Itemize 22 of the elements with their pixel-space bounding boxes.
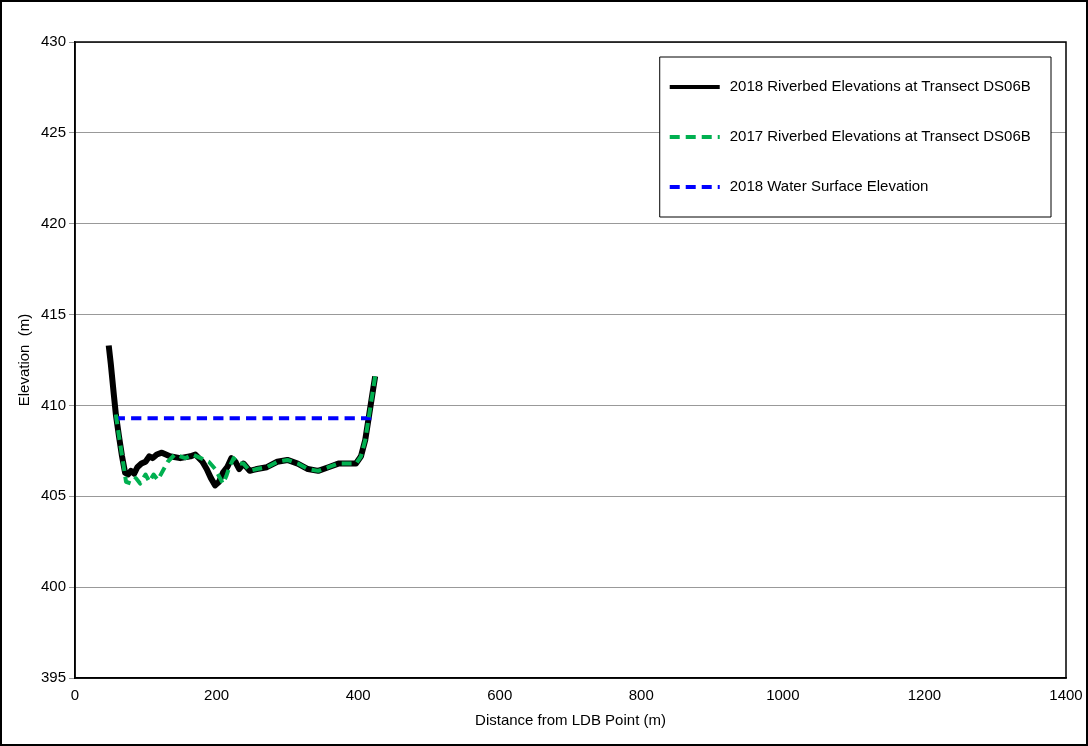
y-tick-label: 425 xyxy=(41,123,67,140)
y-tick-label: 415 xyxy=(41,304,67,322)
legend-label: 2018 Riverbed Elevations at Transect DS06B xyxy=(729,77,1031,95)
y-tick-label: 410 xyxy=(41,395,67,413)
y-tick-label: 400 xyxy=(41,577,67,595)
x-tick-label: 0 xyxy=(70,686,80,704)
x-tick-label: 1000 xyxy=(766,686,800,704)
x-axis-title: Distance from LDB Point (m) xyxy=(475,711,666,729)
y-axis-title: Elevation (m) xyxy=(15,313,33,407)
legend-label: 2018 Water Surface Elevation xyxy=(729,177,929,195)
x-tick-label: 800 xyxy=(628,686,654,704)
y-tick-label: 395 xyxy=(41,668,67,686)
y-tick-label: 420 xyxy=(41,213,67,231)
x-tick-label: 1400 xyxy=(1049,686,1083,704)
x-tick-label: 400 xyxy=(345,686,371,704)
y-tick-label: 405 xyxy=(41,486,67,504)
legend-label: 2017 Riverbed Elevations at Transect DS06B xyxy=(729,127,1031,145)
x-tick-label: 1200 xyxy=(907,686,942,704)
line-series xyxy=(113,374,378,486)
y-tick-label: 430 xyxy=(41,32,67,50)
x-tick-label: 200 xyxy=(204,686,230,704)
x-tick-label: 600 xyxy=(487,686,513,704)
